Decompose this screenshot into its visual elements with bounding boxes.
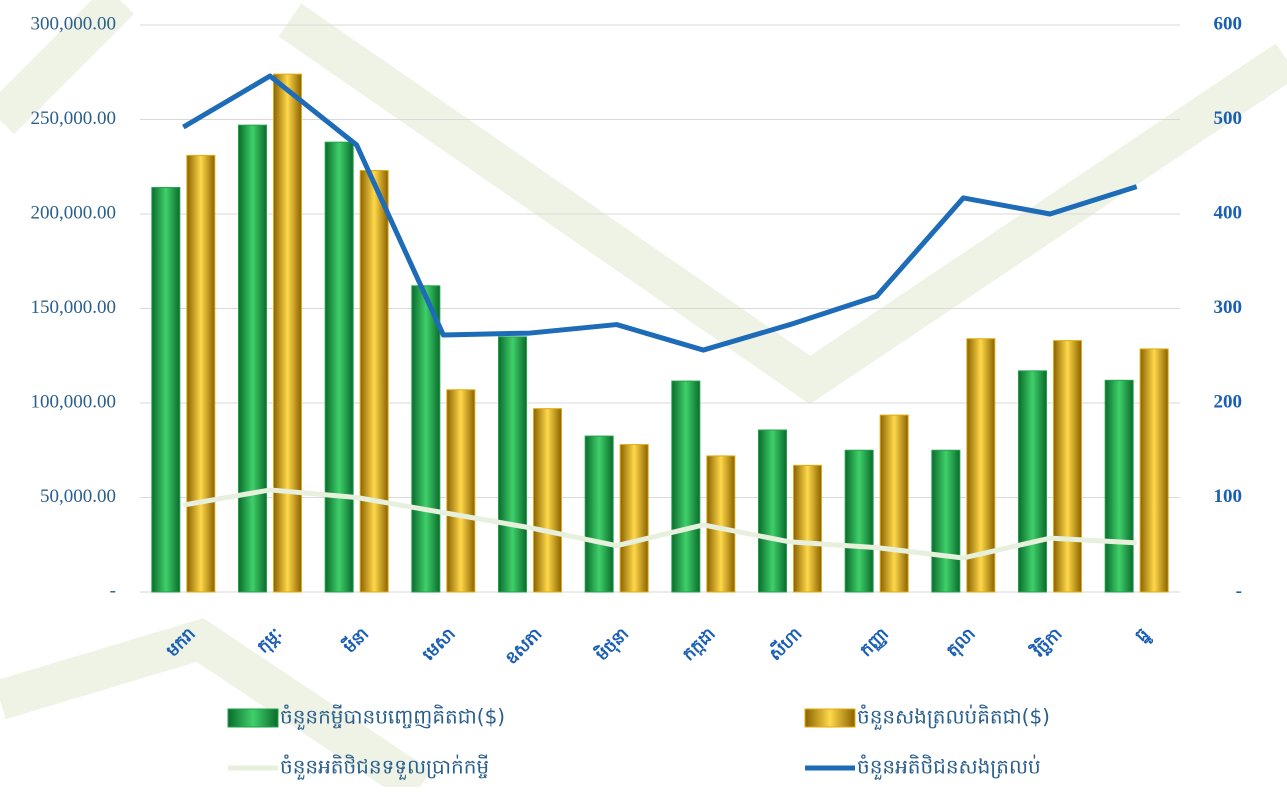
legend-label: ចំនួនអតិថិជនទទួលប្រាក់កម្ចី [280, 754, 489, 781]
bar [1053, 340, 1082, 593]
y2-tick-label: 400 [1214, 202, 1243, 223]
bar [186, 154, 216, 593]
bar [411, 285, 441, 593]
bar [931, 449, 961, 593]
y2-tick-label: 500 [1214, 108, 1243, 129]
bar [706, 455, 736, 593]
x-tick-label: វិច្ឆិកា [1027, 623, 1067, 663]
x-tick-label: មិថុនា [591, 623, 634, 666]
y-tick-label: - [110, 580, 116, 601]
x-tick-label: កក្កដា [679, 624, 720, 665]
line [182, 487, 1137, 561]
y-tick-label: 150,000.00 [31, 297, 117, 318]
x-tick-label: សីហា [764, 623, 806, 665]
bar [533, 408, 562, 593]
legend-label: ចំនួនសងត្រលប់គិតជា($) [857, 704, 1050, 731]
y-tick-label: 50,000.00 [40, 486, 116, 507]
bar [584, 435, 614, 593]
x-tick-label: តុលា [943, 624, 981, 662]
bar [359, 170, 389, 593]
x-tick-label: មេសា [419, 624, 459, 664]
bar [879, 414, 909, 593]
legend-swatch [804, 708, 856, 728]
bar [671, 380, 701, 593]
bar [324, 141, 354, 593]
bar [151, 187, 181, 593]
bar [498, 336, 527, 593]
y2-tick-label: 300 [1214, 297, 1243, 318]
y2-tick-label: - [1236, 580, 1242, 601]
bar [1139, 348, 1169, 593]
x-tick-label: កុម្ភៈ [253, 624, 287, 658]
y-tick-label: 250,000.00 [31, 108, 117, 129]
line [182, 73, 1138, 353]
x-tick-label: កញ្ញា [856, 624, 893, 661]
legend-label: ចំនួនអតិថិជនសងត្រលប់ [857, 754, 1041, 781]
bar [1018, 370, 1047, 593]
y2-tick-label: 100 [1214, 486, 1243, 507]
x-tick-label: ធ្នូ [1131, 624, 1155, 648]
y2-tick-label: 600 [1214, 13, 1243, 34]
legend-swatch [227, 708, 279, 728]
y2-tick-label: 200 [1214, 391, 1243, 412]
bar [966, 338, 996, 593]
bar [273, 73, 302, 593]
y-tick-label: 100,000.00 [31, 391, 117, 412]
bar [844, 449, 874, 593]
legend-label: ចំនួនកម្ចីបានបញ្ចេញគិតជា($) [280, 704, 505, 731]
bar [1104, 379, 1134, 593]
bar [619, 444, 649, 593]
x-tick-label: មីនា [338, 623, 372, 657]
y-tick-label: 300,000.00 [31, 13, 117, 34]
bar [793, 464, 822, 593]
bar [758, 429, 787, 593]
bar [238, 124, 267, 593]
y-tick-label: 200,000.00 [31, 202, 117, 223]
x-tick-label: ឧសភា [502, 624, 546, 668]
bar [446, 389, 476, 593]
